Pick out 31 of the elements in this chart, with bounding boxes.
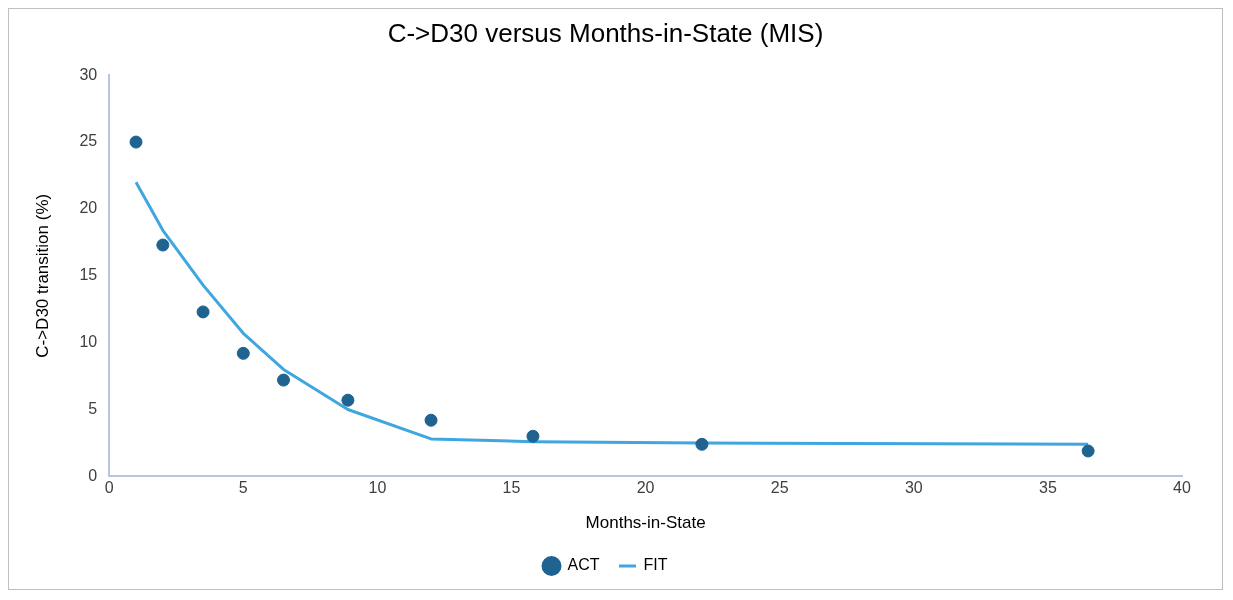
y-tick-label: 5 — [88, 399, 98, 417]
point — [129, 135, 143, 149]
x-tick-label: 25 — [770, 479, 789, 497]
x-tick-label: 15 — [502, 479, 521, 497]
x-tick-label: 35 — [1039, 479, 1057, 497]
point — [695, 437, 709, 451]
y-tick-label: 25 — [79, 132, 98, 150]
chart-title: C->D30 versus Months-in-State (MIS) — [387, 17, 824, 48]
y-axis-title: C->D30 transition (%) — [32, 193, 52, 358]
x-tick-label: 40 — [1173, 479, 1191, 497]
x-tick-label: 5 — [238, 479, 248, 497]
legend-label: FIT — [643, 556, 668, 574]
point — [424, 413, 438, 427]
y-tick-label: 15 — [79, 266, 98, 284]
x-tick-label: 10 — [368, 479, 387, 497]
x-axis-title: Months-in-State — [585, 513, 706, 533]
point — [236, 346, 250, 360]
point — [1081, 444, 1095, 458]
point — [277, 373, 291, 387]
point — [196, 305, 210, 319]
x-tick-label: 20 — [636, 479, 655, 497]
legend-label: ACT — [567, 556, 600, 574]
y-tick-label: 20 — [79, 199, 98, 217]
x-tick-label: 0 — [104, 479, 114, 497]
point — [341, 393, 355, 407]
y-tick-label: 0 — [88, 466, 98, 484]
y-tick-label: 30 — [79, 65, 98, 83]
point — [156, 238, 170, 252]
point — [526, 429, 540, 443]
x-tick-label: 30 — [904, 479, 923, 497]
y-tick-label: 10 — [79, 333, 98, 351]
